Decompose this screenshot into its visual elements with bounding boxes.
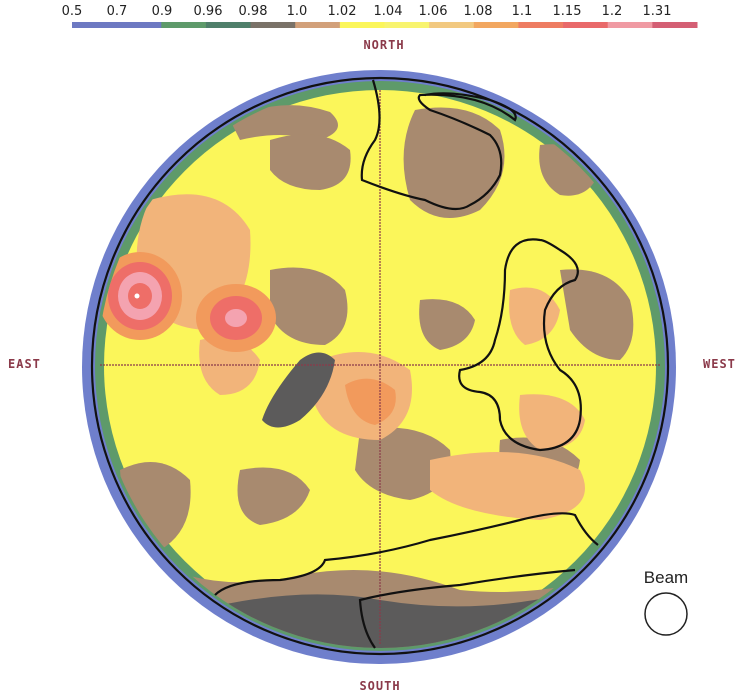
hotspot-1-peak (134, 293, 140, 299)
label-east: EAST (8, 357, 41, 371)
scale-segment (250, 22, 296, 28)
scale-segment (652, 22, 698, 28)
scale-segment (205, 22, 252, 28)
scale-segment (295, 22, 341, 28)
scale-tick-5: 1.0 (287, 4, 308, 19)
boundary-circle (90, 76, 670, 656)
color-scale-ticks: 0.5 0.7 0.9 0.96 0.98 1.0 1.02 1.04 1.06… (62, 4, 672, 19)
tan-patch-north-left (270, 134, 351, 190)
contour-west (458, 238, 582, 452)
scale-segment (607, 22, 653, 28)
north-edge-band (230, 105, 338, 140)
label-south: SOUTH (359, 679, 400, 693)
scale-tick-8: 1.06 (419, 4, 448, 19)
scale-tick-2: 0.9 (152, 4, 173, 19)
tan-patch-north-center (403, 107, 505, 218)
scale-tick-6: 1.02 (328, 4, 357, 19)
tan-patch-southwest (237, 467, 310, 525)
scale-segment (72, 22, 118, 28)
scale-segment (384, 22, 430, 28)
label-north: NORTH (363, 38, 404, 52)
scale-tick-11: 1.15 (553, 4, 582, 19)
scale-tick-4: 0.98 (239, 4, 268, 19)
label-west: WEST (703, 357, 736, 371)
contour-outlines (90, 76, 670, 656)
scale-segment (473, 22, 519, 28)
contour-south-inner (358, 568, 576, 649)
scale-segment (518, 22, 564, 28)
scale-segment (339, 22, 385, 28)
dark-trough (262, 352, 335, 428)
color-scale: 0.5 0.7 0.9 0.96 0.98 1.0 1.02 1.04 1.06… (62, 4, 698, 28)
beam-label: Beam (644, 568, 688, 587)
hotspot-1-inner (128, 283, 152, 309)
scale-tick-12: 1.2 (602, 4, 623, 19)
tan-patch-west-band (560, 269, 634, 360)
scale-segment (161, 22, 207, 28)
scale-segment (429, 22, 475, 28)
scale-tick-7: 1.04 (374, 4, 403, 19)
scale-tick-10: 1.1 (512, 4, 533, 19)
beam-indicator: Beam (644, 568, 688, 636)
scale-segment (116, 22, 162, 28)
scale-tick-3: 0.96 (194, 4, 223, 19)
peach-patch-far-west (519, 394, 585, 450)
tan-patch-center-left (270, 267, 348, 345)
color-scale-bar (72, 22, 698, 28)
tan-patch-south-center (355, 427, 451, 500)
contour-north (360, 79, 517, 211)
uniformity-map (82, 70, 676, 664)
peach-patch-east-mid (199, 337, 260, 395)
tan-patch-center-west (419, 299, 475, 350)
scale-tick-13: 1.31 (643, 4, 672, 19)
peach-patch-west (509, 287, 560, 345)
scale-tick-9: 1.08 (464, 4, 493, 19)
beam-circle-icon (644, 592, 688, 636)
scale-tick-1: 0.7 (107, 4, 128, 19)
orange-hotspot-center (345, 378, 396, 425)
south-dark-band (200, 594, 560, 648)
scale-tick-0: 0.5 (62, 4, 83, 19)
hotspot-2-core (225, 309, 247, 327)
scale-segment (563, 22, 609, 28)
peach-patch-southeast (430, 452, 585, 520)
contour-south (214, 512, 599, 596)
